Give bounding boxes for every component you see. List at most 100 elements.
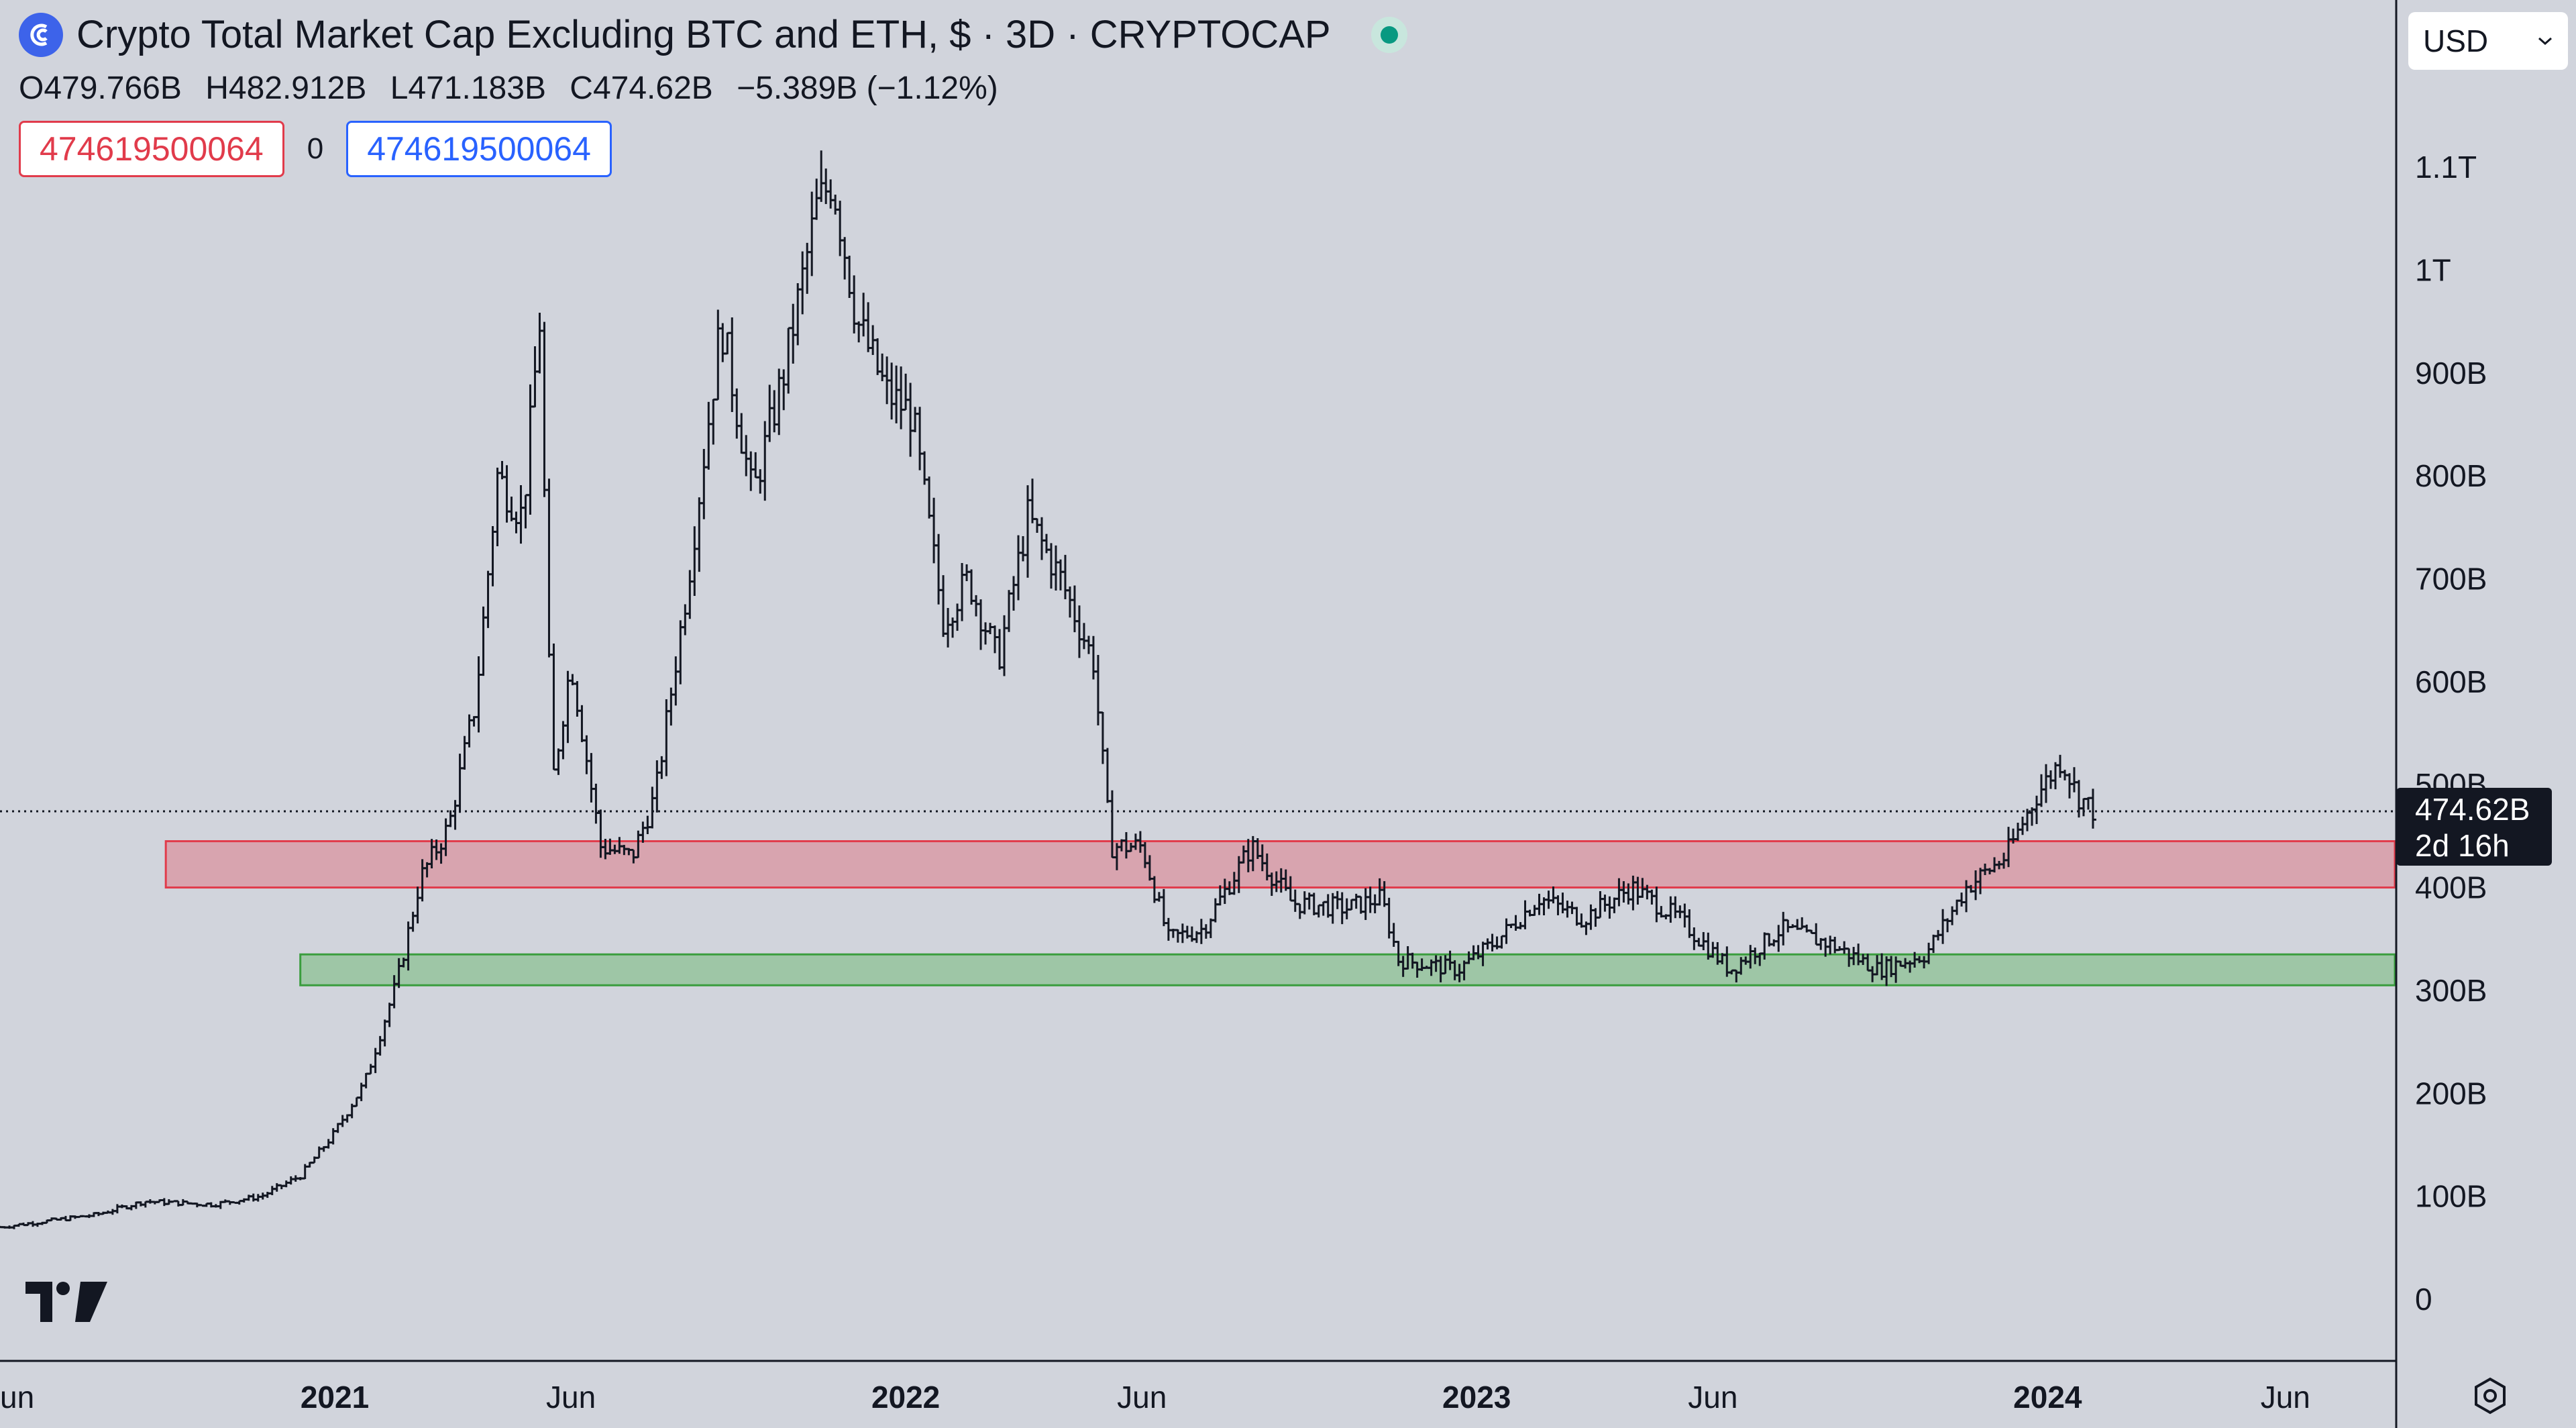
candle bbox=[874, 338, 881, 375]
candle bbox=[790, 303, 797, 364]
y-tick-label: 200B bbox=[2415, 1076, 2487, 1111]
candle bbox=[353, 1096, 360, 1107]
candle bbox=[898, 366, 905, 429]
candle bbox=[1348, 899, 1355, 911]
candle bbox=[1028, 478, 1036, 523]
candle bbox=[475, 656, 482, 733]
candle bbox=[996, 629, 1004, 670]
candle bbox=[1484, 938, 1491, 950]
x-tick-label: 2023 bbox=[1442, 1380, 1511, 1415]
candle bbox=[1020, 536, 1027, 562]
candle bbox=[1390, 923, 1397, 947]
candle bbox=[583, 735, 590, 774]
candle bbox=[916, 407, 924, 470]
candle bbox=[564, 670, 572, 744]
candle bbox=[517, 484, 525, 544]
candle bbox=[780, 369, 788, 411]
candle bbox=[592, 783, 600, 824]
buy-price-button[interactable]: 474619500064 bbox=[346, 121, 612, 177]
x-tick-label: Jun bbox=[1117, 1380, 1167, 1415]
candle bbox=[1010, 576, 1018, 611]
candle bbox=[879, 353, 886, 382]
candle bbox=[1813, 923, 1820, 946]
candle bbox=[710, 398, 717, 445]
candle bbox=[588, 753, 595, 803]
candle bbox=[1160, 888, 1167, 927]
candle bbox=[2056, 754, 2063, 778]
candle bbox=[982, 622, 989, 645]
candle bbox=[1611, 897, 1618, 913]
sell-price-button[interactable]: 474619500064 bbox=[19, 121, 284, 177]
ohlc-values: O479.766B H482.912B L471.183B C474.62B −… bbox=[19, 70, 1013, 107]
y-tick-label: 1.1T bbox=[2415, 150, 2477, 185]
currency-select[interactable]: USD bbox=[2408, 12, 2568, 70]
candle bbox=[1690, 927, 1698, 950]
candle bbox=[1066, 586, 1073, 618]
candle bbox=[865, 302, 872, 352]
candle bbox=[968, 569, 975, 605]
candle bbox=[686, 570, 694, 619]
candle bbox=[1179, 923, 1186, 944]
y-tick-label: 0 bbox=[2415, 1282, 2432, 1317]
candle bbox=[339, 1115, 346, 1127]
candle bbox=[2019, 816, 2027, 835]
support-zone[interactable] bbox=[299, 953, 2396, 986]
candle bbox=[1094, 654, 1102, 726]
candle bbox=[846, 256, 853, 298]
candle bbox=[503, 465, 511, 523]
candle bbox=[386, 1003, 393, 1027]
candle bbox=[705, 401, 712, 470]
candle bbox=[743, 435, 750, 476]
candle bbox=[766, 385, 773, 442]
market-status-icon[interactable] bbox=[1371, 16, 1407, 53]
candle bbox=[484, 570, 492, 628]
x-tick-label: 2024 bbox=[2013, 1380, 2082, 1415]
candle bbox=[1061, 554, 1069, 600]
chart-header: Crypto Total Market Cap Excluding BTC an… bbox=[19, 12, 1407, 57]
candle bbox=[1489, 933, 1496, 952]
last-price-value: 474.62B bbox=[2415, 792, 2530, 827]
symbol-title[interactable]: Crypto Total Market Cap Excluding BTC an… bbox=[76, 13, 1331, 56]
settings-icon[interactable] bbox=[2470, 1376, 2510, 1419]
candle bbox=[2089, 788, 2096, 829]
candle bbox=[2080, 798, 2087, 817]
candle bbox=[461, 735, 468, 770]
candle bbox=[1930, 934, 1937, 954]
candle bbox=[1052, 545, 1059, 591]
candle bbox=[1080, 623, 1087, 650]
candle bbox=[522, 494, 529, 529]
candle bbox=[700, 449, 708, 519]
x-tick-label: 2022 bbox=[871, 1380, 940, 1415]
candle bbox=[531, 346, 539, 408]
candle bbox=[714, 309, 722, 401]
candle bbox=[2065, 773, 2073, 799]
candle bbox=[451, 800, 459, 830]
candle bbox=[747, 451, 755, 491]
candle bbox=[1197, 919, 1205, 944]
candle bbox=[761, 421, 769, 501]
candle bbox=[1686, 909, 1693, 938]
candle bbox=[268, 1186, 276, 1196]
tradingview-logo-icon[interactable] bbox=[25, 1280, 109, 1327]
y-tick-label: 100B bbox=[2415, 1179, 2487, 1214]
candle bbox=[1174, 929, 1181, 943]
trade-inputs: 474619500064 0 474619500064 bbox=[19, 121, 612, 177]
candle bbox=[1099, 711, 1106, 764]
y-tick-label: 700B bbox=[2415, 561, 2487, 596]
candle bbox=[940, 575, 947, 638]
candle bbox=[1780, 911, 1787, 946]
candle bbox=[1071, 585, 1078, 633]
candle bbox=[1202, 924, 1210, 939]
currency-value: USD bbox=[2423, 23, 2489, 58]
candle bbox=[1601, 895, 1609, 912]
candle bbox=[559, 721, 567, 760]
zones-layer bbox=[164, 840, 2396, 986]
candle bbox=[639, 821, 647, 843]
candle bbox=[1315, 904, 1322, 918]
x-tick-label: un bbox=[0, 1380, 34, 1415]
candle bbox=[827, 179, 835, 209]
candle bbox=[254, 1194, 262, 1202]
candle bbox=[1075, 605, 1083, 658]
candle bbox=[1057, 559, 1064, 591]
